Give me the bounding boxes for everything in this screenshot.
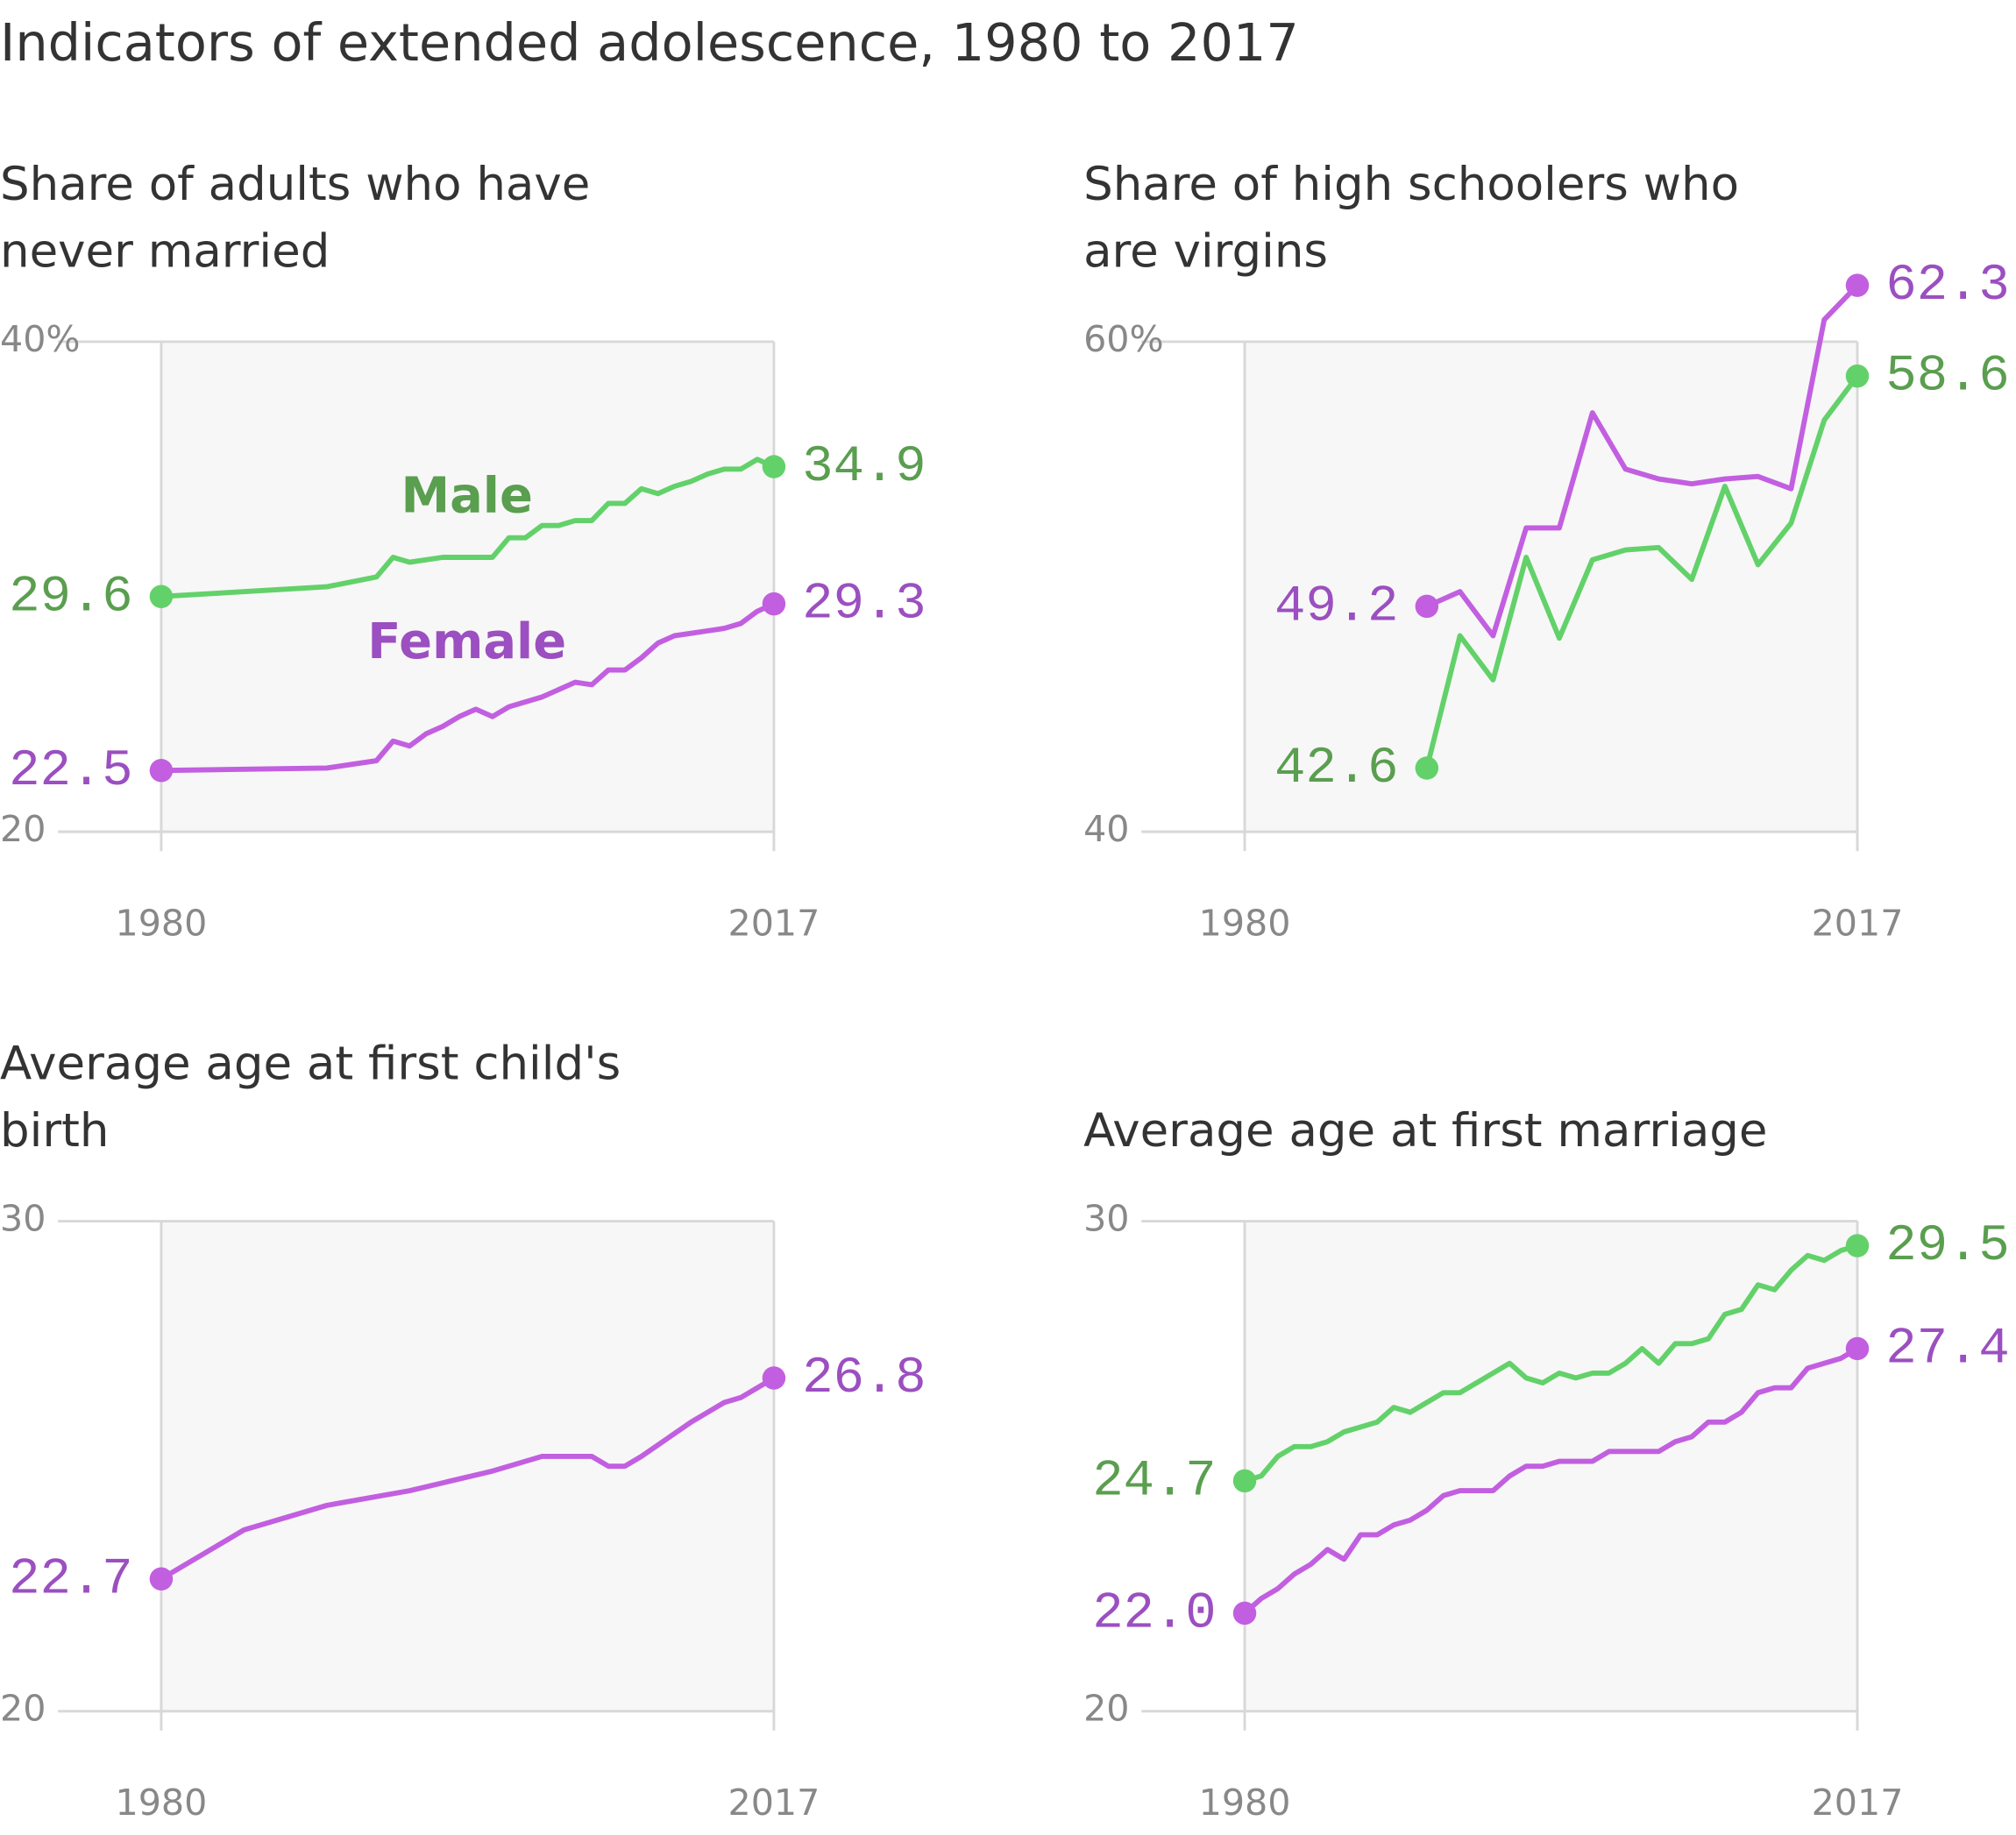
y-tick-label: 30: [1083, 1198, 1129, 1240]
data-label: 22.7: [9, 1549, 132, 1608]
x-tick-label: 2017: [1812, 1782, 1904, 1824]
y-tick-label: 30: [0, 1198, 46, 1240]
x-tick-label: 2017: [728, 903, 820, 945]
x-tick-label: 2017: [728, 1782, 820, 1824]
end-point: [1415, 594, 1439, 619]
end-point: [149, 1567, 174, 1591]
series-line: [160, 457, 776, 599]
x-tick-label: 1980: [116, 903, 208, 945]
x-tick-label: 1980: [1199, 903, 1291, 945]
chart-title: Average age at first child's birth: [0, 1038, 621, 1158]
data-label: 24.7: [1092, 1451, 1216, 1510]
series-line: [1243, 1346, 1859, 1616]
end-point: [1845, 273, 1870, 297]
end-point: [1232, 1469, 1257, 1493]
end-point: [149, 585, 174, 608]
end-point: [1415, 756, 1439, 780]
plot-background: [160, 1221, 774, 1711]
end-point: [762, 1366, 786, 1390]
chart-title: Share of adults who have never married: [0, 159, 591, 279]
plot-background: [160, 341, 774, 832]
data-label: 29.6: [9, 567, 132, 626]
data-label: 34.9: [802, 437, 926, 496]
end-point: [1232, 1601, 1257, 1626]
series-line: [160, 601, 776, 774]
chart-title: Average age at first marriage: [1083, 1105, 1768, 1158]
data-label: 42.6: [1274, 739, 1398, 797]
page-title: Indicators of extended adolescence, 1980…: [0, 12, 1299, 73]
y-tick-label: 40: [1083, 808, 1129, 850]
data-label: 26.8: [802, 1349, 926, 1407]
data-label: 22.5: [9, 741, 132, 800]
end-point: [1845, 364, 1870, 388]
y-tick-label: 20: [1083, 1688, 1129, 1730]
chart-title-box: Share of high schoolers who are virgins: [1083, 159, 1740, 279]
end-point: [1845, 1234, 1870, 1258]
data-label: 62.3: [1885, 256, 2009, 315]
data-label: 29.5: [1885, 1216, 2009, 1275]
y-tick-label: 40%: [0, 318, 81, 360]
data-label: 22.0: [1092, 1583, 1216, 1642]
plot-background: [1245, 341, 1858, 832]
end-point: [762, 592, 786, 616]
x-tick-label: 1980: [1199, 1782, 1291, 1824]
data-label: 27.4: [1885, 1319, 2009, 1378]
y-tick-label: 60%: [1083, 318, 1164, 360]
y-tick-label: 20: [0, 1688, 46, 1730]
y-tick-label: 20: [0, 808, 46, 850]
end-point: [762, 455, 786, 478]
data-label: 29.3: [802, 575, 926, 634]
series-line: [1423, 374, 1860, 769]
chart-title-box: Average age at first child's birth: [0, 1038, 621, 1158]
series-line: [1244, 1243, 1858, 1484]
series-line: [160, 1375, 776, 1582]
end-point: [149, 759, 174, 783]
end-point: [1845, 1336, 1870, 1361]
data-label: 49.2: [1274, 577, 1398, 635]
chart-title-box: Average age at first marriage: [1083, 1105, 1768, 1158]
series-name: Male: [401, 468, 532, 525]
series-name: Female: [367, 613, 566, 670]
series-line: [1425, 283, 1860, 639]
chart-title: Share of high schoolers who are virgins: [1083, 159, 1740, 279]
chart-title-box: Share of adults who have never married: [0, 159, 591, 279]
data-label: 58.6: [1885, 347, 2009, 406]
x-tick-label: 1980: [116, 1782, 208, 1824]
x-tick-label: 2017: [1812, 903, 1904, 945]
